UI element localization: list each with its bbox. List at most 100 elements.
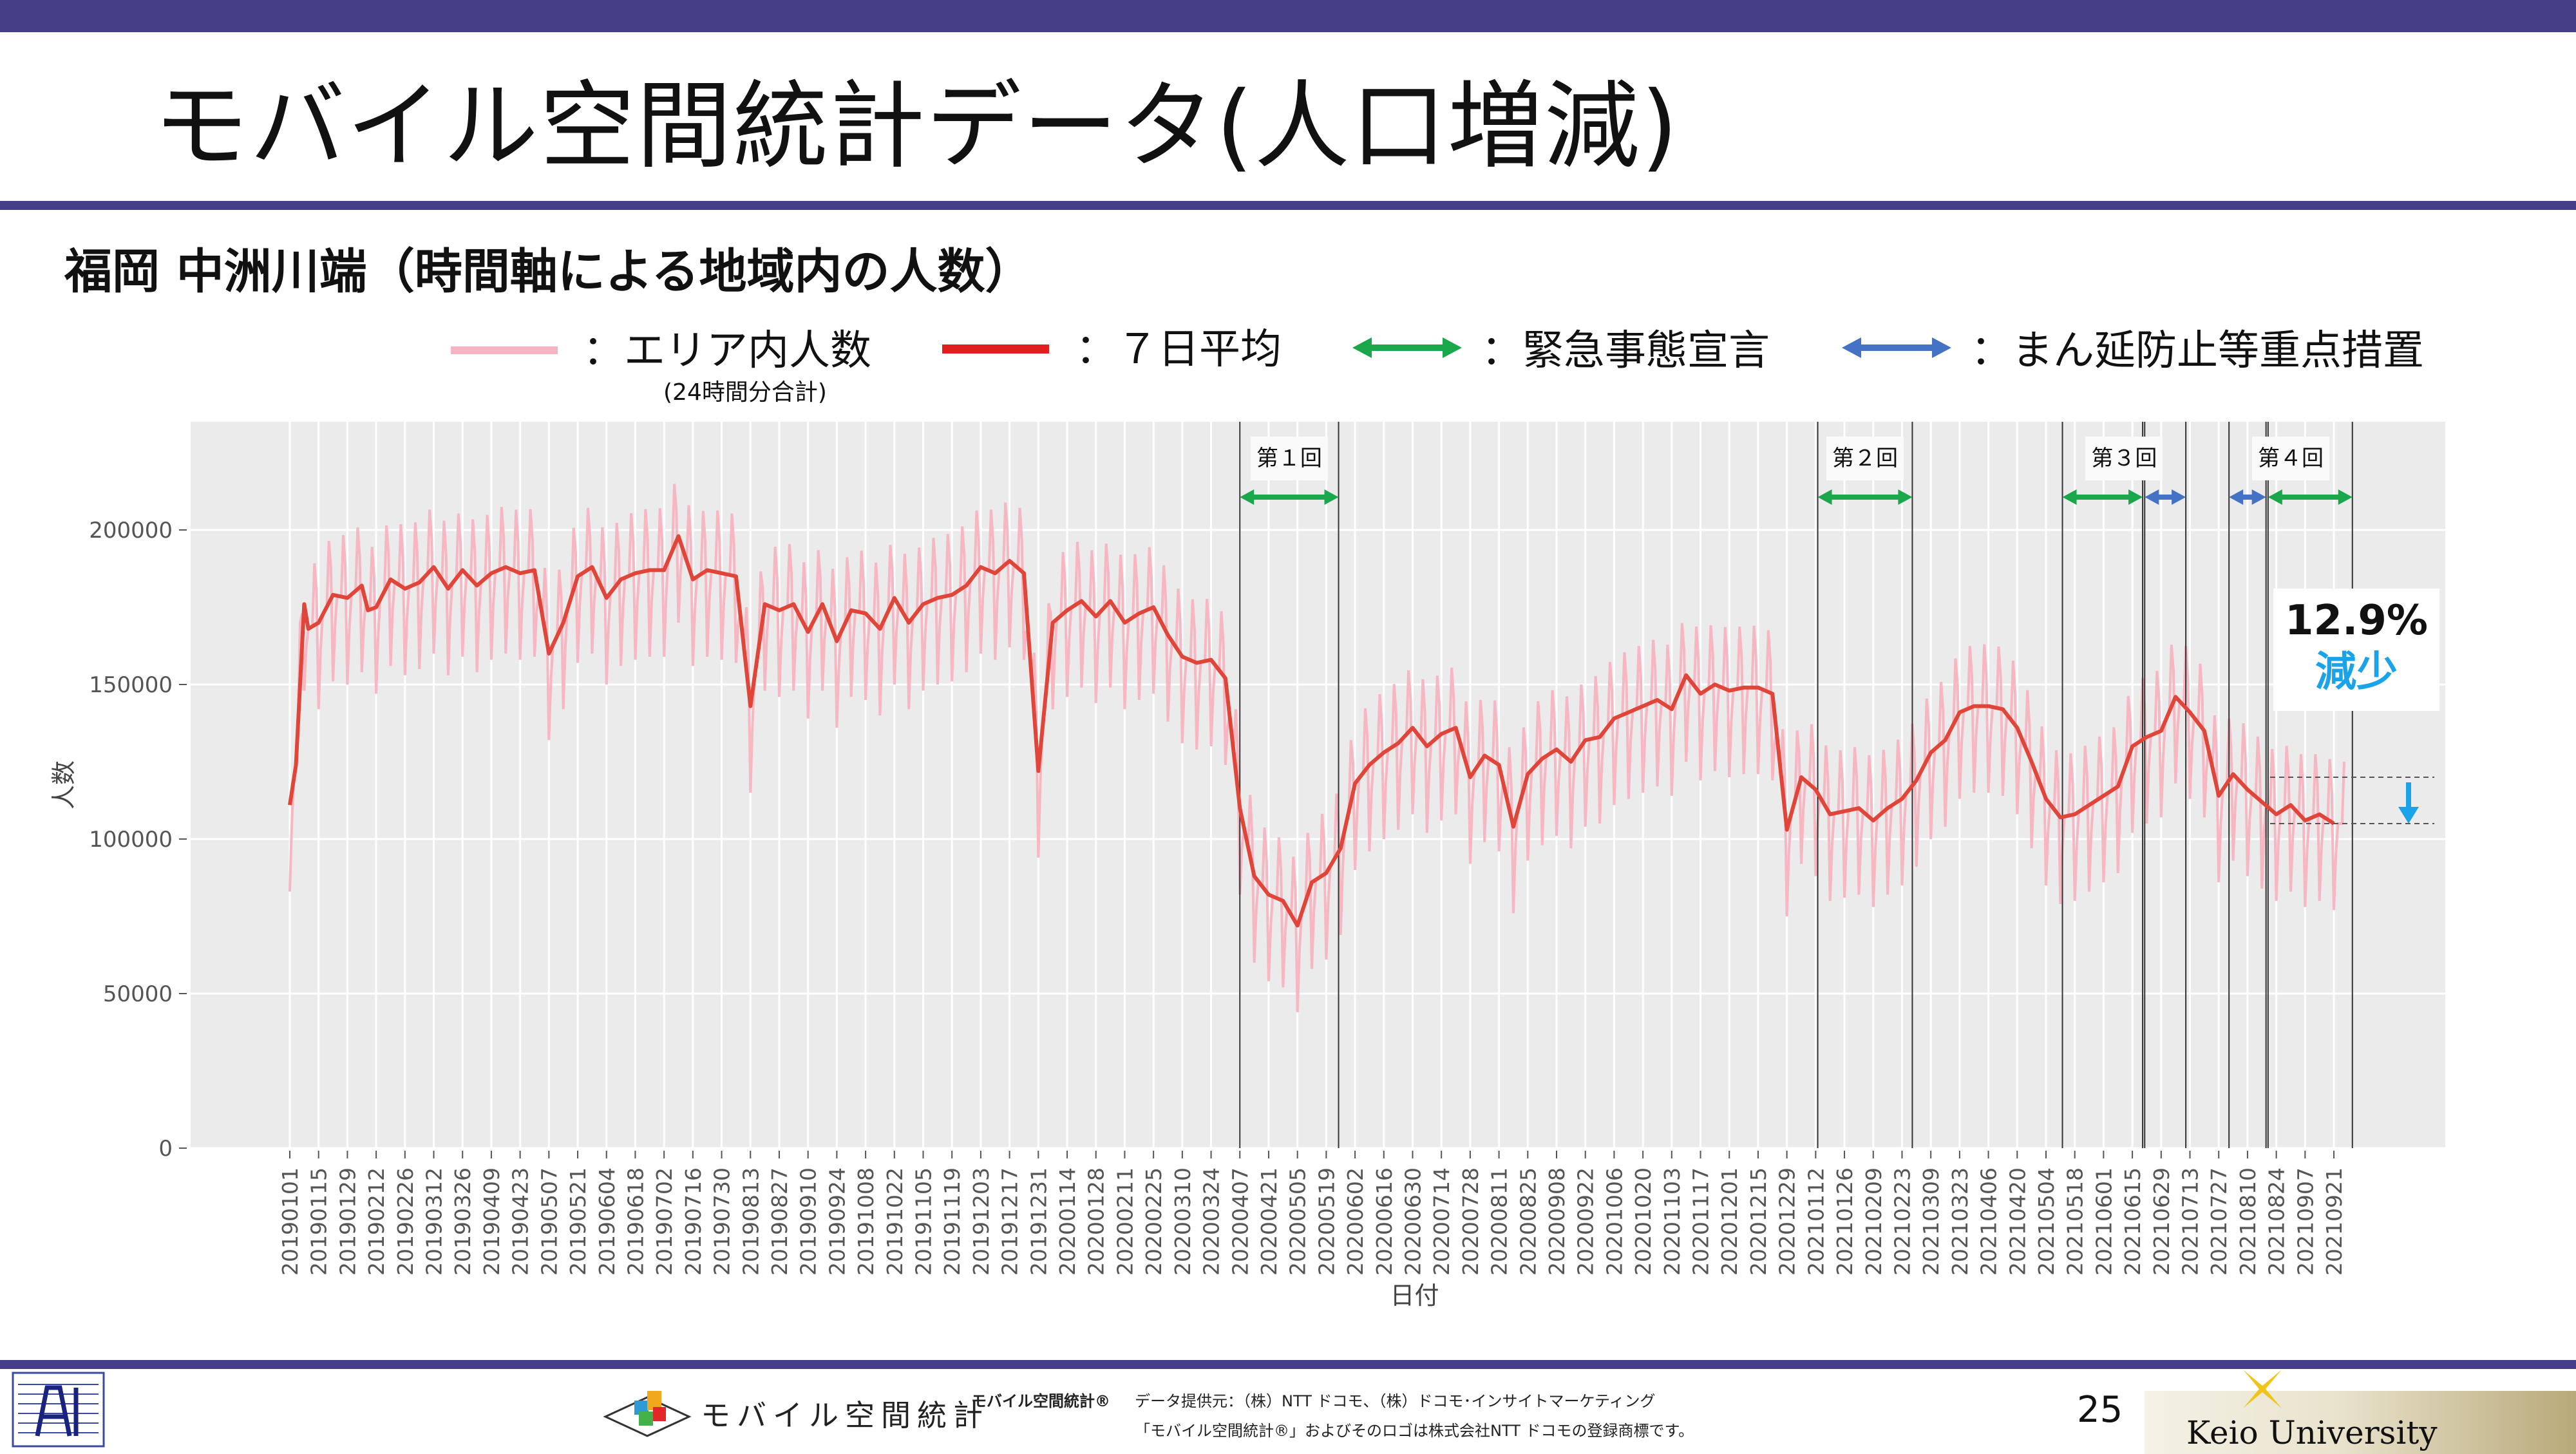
x-tick-label: 20190604 (594, 1167, 620, 1276)
x-tick-label: 20201103 (1660, 1167, 1685, 1276)
priority-arrow (2229, 489, 2266, 505)
x-tick-label: 20200630 (1400, 1167, 1425, 1276)
legend-area-swatch (451, 346, 558, 354)
x-tick-label: 20201020 (1631, 1167, 1656, 1276)
x-tick-label: 20200114 (1055, 1167, 1080, 1276)
x-tick-label: 20200908 (1544, 1167, 1569, 1276)
x-tick-label: 20190521 (565, 1167, 591, 1276)
mobile-spatial-registered: モバイル空間統計® (971, 1392, 1110, 1410)
y-tick-label: 50000 (103, 981, 173, 1007)
x-tick-label: 20210223 (1889, 1167, 1915, 1276)
x-tick-label: 20210504 (2034, 1167, 2059, 1276)
keio-university-label: Keio University (2186, 1414, 2438, 1451)
x-tick-label: 20210518 (2063, 1167, 2088, 1276)
x-tick-label: 20200922 (1573, 1167, 1598, 1276)
x-tick-label: 20190827 (767, 1167, 792, 1276)
x-tick-label: 20191231 (1026, 1167, 1051, 1276)
x-tick-label: 20190129 (335, 1167, 360, 1276)
x-tick-label: 20200225 (1141, 1167, 1166, 1276)
legend-ma-label: ：７日平均 (1075, 326, 1282, 373)
x-tick-label: 20190212 (364, 1167, 389, 1276)
x-tick-label: 20210810 (2235, 1167, 2260, 1276)
event-badge: 第４回 (2251, 437, 2329, 480)
data-credit-line2: 「モバイル空間統計®」およびそのロゴは株式会社NTT ドコモの登録商標です。 (1135, 1422, 1694, 1440)
x-tick-label: 20190312 (422, 1167, 447, 1276)
down-arrow-head (2398, 807, 2419, 824)
x-tick-label: 20210406 (1976, 1167, 2002, 1276)
priority-arrow (2145, 489, 2186, 505)
x-tick-label: 20190910 (796, 1167, 821, 1276)
reduction-annotation: 12.9% 減少 (2273, 589, 2439, 711)
reduction-word: 減少 (2315, 648, 2398, 696)
y-axis-label: 人数 (50, 760, 78, 809)
legend-area-sublabel: (24時間分合計) (663, 379, 827, 406)
x-tick-label: 20190716 (681, 1167, 706, 1276)
emergency-arrow (1240, 489, 1339, 505)
keio-banner (2145, 1391, 2576, 1454)
y-tick-label: 0 (158, 1136, 173, 1162)
x-tick-label: 20190618 (623, 1167, 648, 1276)
x-tick-label: 20201215 (1746, 1167, 1771, 1276)
x-tick-label: 20190702 (652, 1167, 677, 1276)
x-tick-label: 20190101 (278, 1167, 303, 1276)
x-tick-label: 20201006 (1602, 1167, 1627, 1276)
reduction-percent: 12.9% (2284, 597, 2429, 645)
legend-ma-swatch (942, 345, 1049, 354)
data-credit-line1: データ提供元：（株）NTT ドコモ、（株）ドコモ･インサイトマーケティング (1135, 1392, 1656, 1410)
x-tick-label: 20190409 (479, 1167, 504, 1276)
legend-emergency-label: ：緊急事態宣言 (1481, 327, 1770, 375)
x-tick-label: 20200825 (1515, 1167, 1540, 1276)
x-tick-label: 20210907 (2293, 1167, 2318, 1276)
x-tick-label: 20200602 (1343, 1167, 1368, 1276)
x-tick-label: 20201201 (1717, 1167, 1742, 1276)
emergency-arrow (1817, 489, 1913, 505)
x-tick-label: 20210209 (1861, 1167, 1886, 1276)
emergency-arrow (2062, 489, 2143, 505)
x-tick-label: 20191008 (853, 1167, 878, 1276)
mobile-spatial-logo-icon (603, 1391, 692, 1437)
x-tick-label: 20210309 (1918, 1167, 1944, 1276)
x-tick-label: 20191203 (969, 1167, 994, 1276)
x-tick-label: 20200714 (1429, 1167, 1454, 1276)
emergency-arrow (2268, 489, 2353, 505)
footer-divider (0, 1360, 2576, 1369)
x-tick-label: 20210713 (2178, 1167, 2203, 1276)
x-tick-label: 20200505 (1285, 1167, 1311, 1276)
x-tick-label: 20210420 (2005, 1167, 2030, 1276)
mobile-spatial-logo-text: モバイル空間統計 (701, 1398, 989, 1433)
x-tick-label: 20200211 (1112, 1167, 1137, 1276)
keio-pen-icon (2243, 1370, 2282, 1408)
x-tick-label: 20191105 (911, 1167, 936, 1276)
x-tick-label: 20210629 (2149, 1167, 2174, 1276)
chart-subtitle: 福岡 中洲川端（時間軸による地域内の人数） (64, 244, 1033, 299)
x-tick-label: 20210112 (1803, 1167, 1828, 1276)
event-badge: 第１回 (1250, 437, 1328, 480)
x-tick-label: 20190326 (450, 1167, 475, 1276)
x-tick-label: 20200421 (1256, 1167, 1282, 1276)
x-tick-label: 20190226 (393, 1167, 418, 1276)
population-chart: 0 50000 100000 150000 200000 人数 20190101 20190… (50, 422, 2445, 1310)
x-tick-label: 20200310 (1170, 1167, 1195, 1276)
ma-series-line (288, 534, 2335, 928)
x-tick-label: 20210323 (1947, 1167, 1973, 1276)
x-axis-label: 日付 (1390, 1281, 1439, 1310)
x-tick-label: 20191119 (940, 1167, 965, 1276)
x-tick-label: 20210824 (2264, 1167, 2289, 1276)
event-badge: 第２回 (1826, 437, 1904, 480)
x-tick-label: 20200324 (1199, 1167, 1224, 1276)
y-tick-label: 150000 (89, 672, 173, 698)
x-tick-label: 20210615 (2120, 1167, 2145, 1276)
x-tick-label: 20200407 (1227, 1167, 1253, 1276)
y-tick-label: 100000 (89, 827, 173, 853)
legend-area-label: ：エリア内人数 (583, 327, 871, 375)
x-tick-label: 20201117 (1689, 1167, 1714, 1276)
y-tick-label: 200000 (89, 518, 173, 543)
x-tick-label: 20191217 (998, 1167, 1023, 1276)
x-tick-label: 20200811 (1487, 1167, 1512, 1276)
x-tick-label: 20210727 (2206, 1167, 2231, 1276)
x-tick-label: 20200616 (1372, 1167, 1397, 1276)
x-tick-label: 20191022 (882, 1167, 907, 1276)
legend-priority-label: ：まん延防止等重点措置 (1971, 327, 2424, 375)
x-tick-label: 20200728 (1458, 1167, 1483, 1276)
legend-priority-arrow (1842, 337, 1951, 358)
